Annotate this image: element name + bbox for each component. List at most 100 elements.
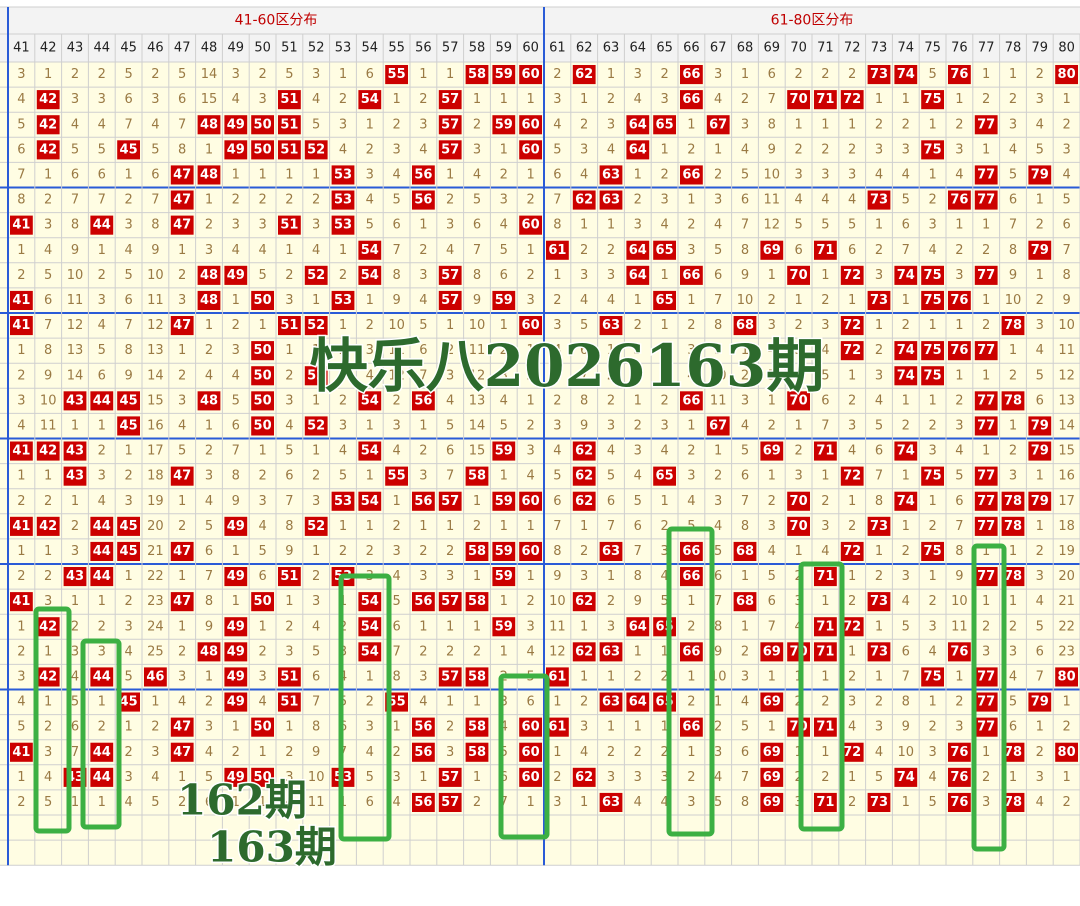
miss-count: 1 (446, 318, 454, 333)
hit-cell (519, 215, 542, 235)
miss-count: 4 (419, 142, 427, 157)
miss-count: 1 (848, 644, 856, 659)
hit-cell (10, 316, 33, 336)
miss-count: 1 (473, 569, 481, 584)
miss-count: 4 (768, 343, 776, 358)
hit-cell (117, 692, 140, 712)
miss-count: 1 (902, 795, 910, 810)
miss-count: 5 (124, 268, 132, 283)
hit-number: 49 (227, 619, 245, 634)
miss-count: 3 (526, 619, 534, 634)
miss-count: 1 (768, 268, 776, 283)
hit-cell (251, 416, 274, 436)
hit-number: 59 (495, 444, 513, 459)
hit-cell (572, 642, 596, 662)
miss-count: 6 (71, 720, 79, 735)
miss-count: 2 (44, 569, 52, 584)
miss-count: 1 (205, 142, 213, 157)
miss-count: 3 (553, 795, 561, 810)
miss-count: 2 (848, 142, 856, 157)
miss-count: 4 (580, 167, 588, 182)
hit-number: 59 (495, 544, 513, 559)
hit-cell (90, 516, 114, 536)
miss-count: 1 (473, 695, 481, 710)
hit-number: 64 (629, 117, 647, 132)
miss-count: 3 (875, 720, 883, 735)
miss-count: 4 (446, 393, 454, 408)
miss-count: 5 (741, 720, 749, 735)
hit-cell (251, 115, 274, 135)
miss-count: 7 (714, 293, 722, 308)
miss-count: 3 (98, 644, 106, 659)
miss-count: 6 (794, 243, 802, 258)
miss-count: 1 (928, 569, 936, 584)
miss-count: 2 (794, 444, 802, 459)
hit-number: 50 (254, 117, 272, 132)
miss-count: 2 (473, 644, 481, 659)
miss-count: 4 (392, 795, 400, 810)
hit-number: 71 (816, 619, 834, 634)
miss-count: 11 (67, 293, 84, 308)
hit-cell (894, 265, 918, 285)
hit-cell (814, 240, 837, 260)
miss-count: 2 (768, 293, 776, 308)
miss-count: 1 (366, 669, 374, 684)
miss-count: 3 (124, 619, 132, 634)
miss-count: 2 (392, 393, 400, 408)
miss-count: 4 (741, 142, 749, 157)
miss-count: 4 (634, 469, 642, 484)
hit-cell (117, 416, 140, 436)
hit-number: 66 (682, 268, 700, 283)
hit-cell (733, 541, 757, 561)
miss-count: 2 (1062, 795, 1070, 810)
zone-title: 61-80区分布 (771, 13, 854, 29)
miss-count: 1 (44, 695, 52, 710)
miss-count: 1 (419, 519, 427, 534)
hit-number: 48 (200, 117, 218, 132)
miss-count: 1 (794, 418, 802, 433)
miss-count: 1 (982, 544, 990, 559)
hit-cell (680, 90, 703, 110)
column-header: 80 (1058, 41, 1075, 56)
hit-cell (412, 391, 435, 411)
hit-number: 78 (1004, 745, 1022, 760)
miss-count: 2 (17, 795, 25, 810)
miss-count: 1 (366, 418, 374, 433)
miss-count: 4 (875, 167, 883, 182)
miss-count: 1 (1009, 67, 1017, 82)
miss-count: 2 (928, 519, 936, 534)
hit-number: 77 (977, 418, 995, 433)
miss-count: 6 (312, 669, 320, 684)
miss-count: 4 (580, 745, 588, 760)
miss-count: 3 (258, 669, 266, 684)
miss-count: 2 (741, 92, 749, 107)
miss-count: 8 (875, 494, 883, 509)
hit-number: 78 (1004, 393, 1022, 408)
miss-count: 4 (714, 92, 722, 107)
hit-cell (948, 642, 971, 662)
hit-cell (90, 541, 114, 561)
miss-count: 7 (500, 795, 508, 810)
miss-count: 2 (312, 469, 320, 484)
miss-count: 6 (607, 494, 615, 509)
miss-count: 3 (17, 669, 25, 684)
miss-count: 3 (982, 795, 990, 810)
miss-count: 3 (44, 218, 52, 233)
miss-count: 1 (660, 318, 668, 333)
miss-count: 7 (124, 318, 132, 333)
miss-count: 4 (848, 444, 856, 459)
miss-count: 1 (607, 67, 615, 82)
hit-number: 45 (120, 393, 138, 408)
miss-count: 2 (875, 695, 883, 710)
miss-count: 4 (553, 117, 561, 132)
hit-number: 52 (307, 368, 325, 383)
miss-count: 1 (339, 519, 347, 534)
hit-number: 76 (950, 67, 968, 82)
hit-cell (438, 592, 462, 612)
miss-count: 3 (955, 268, 963, 283)
miss-count: 10 (40, 393, 57, 408)
miss-count: 3 (232, 67, 240, 82)
hit-cell (170, 742, 194, 762)
miss-count: 1 (473, 92, 481, 107)
hit-cell (412, 792, 435, 812)
